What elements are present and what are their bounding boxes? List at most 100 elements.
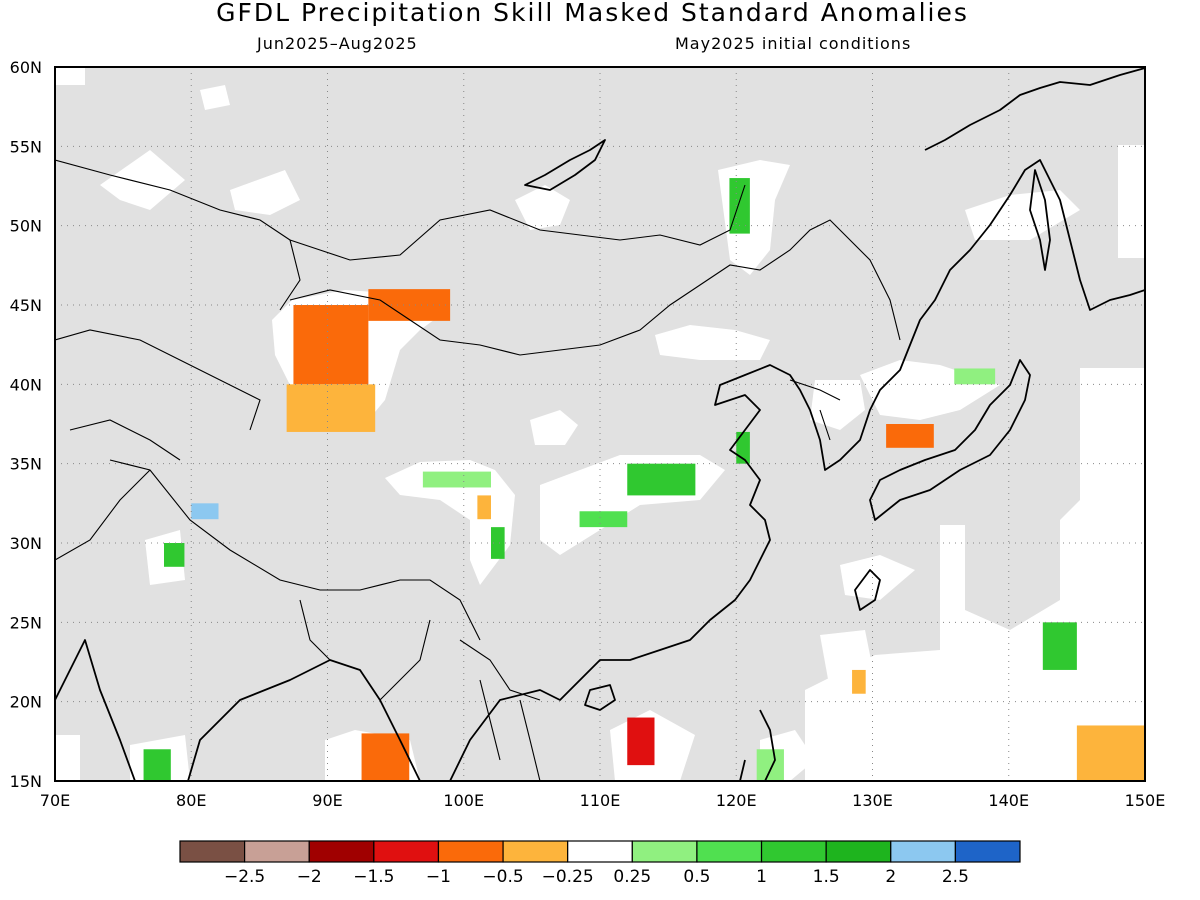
longitude-label: 150E xyxy=(1125,791,1166,810)
white-region xyxy=(200,85,230,110)
latitude-label: 45N xyxy=(10,296,42,315)
colorbar-swatch xyxy=(696,840,763,863)
white-region xyxy=(100,150,185,210)
white-region xyxy=(55,67,85,85)
white-region xyxy=(230,170,300,215)
colorbar-labels: −2.5 −2 −1.5 −1 −0.5 −0.25 0.25 0.5 1 1.5 2 2.5 xyxy=(224,867,969,887)
anomaly-cell xyxy=(756,749,784,781)
colorbar-label: −0.5 xyxy=(482,867,523,887)
colorbar-swatch xyxy=(567,840,633,863)
colorbar-swatch xyxy=(179,840,246,863)
coastline-luzon xyxy=(739,709,776,781)
anomaly-cell xyxy=(627,717,655,766)
initial-conditions: May2025 initial conditions xyxy=(675,34,912,53)
colorbar-label: 0.25 xyxy=(613,867,651,887)
anomaly-cell xyxy=(477,495,491,520)
anomaly-cell xyxy=(143,749,171,781)
latitude-label: 15N xyxy=(10,772,42,791)
forecast-period: Jun2025–Aug2025 xyxy=(257,34,418,53)
border-india xyxy=(55,469,431,701)
latitude-tick-labels: 15N 20N 25N 30N 35N 40N 45N 50N 55N 60N xyxy=(10,58,42,791)
anomaly-cell xyxy=(627,463,696,496)
colorbar xyxy=(179,840,1021,863)
latitude-label: 20N xyxy=(10,693,42,712)
border-central-asia xyxy=(55,329,261,461)
colorbar-label: −2 xyxy=(297,867,322,887)
colorbar-label: −0.25 xyxy=(542,867,594,887)
anomaly-cell xyxy=(361,733,410,781)
map-frame xyxy=(54,66,1146,782)
anomaly-cell xyxy=(422,471,491,488)
longitude-label: 120E xyxy=(716,791,757,810)
coastline-baikal xyxy=(524,139,606,191)
colorbar-swatch xyxy=(760,840,827,863)
longitude-label: 110E xyxy=(580,791,621,810)
longitude-label: 70E xyxy=(40,791,70,810)
white-region xyxy=(805,368,1145,781)
colorbar-label: −2.5 xyxy=(224,867,265,887)
colorbar-swatch xyxy=(244,840,310,863)
white-region xyxy=(515,185,570,230)
white-region xyxy=(530,410,578,445)
border-himalaya xyxy=(109,459,481,641)
anomaly-cell xyxy=(1042,622,1077,670)
border-russia-mongolia xyxy=(289,184,746,261)
white-region xyxy=(55,735,80,781)
anomaly-cell xyxy=(729,178,750,234)
coastline-north xyxy=(924,67,1145,151)
latitude-label: 55N xyxy=(10,137,42,156)
colorbar-swatch xyxy=(954,840,1021,863)
latitude-label: 50N xyxy=(10,217,42,236)
anomaly-cell xyxy=(491,527,505,559)
latitude-label: 25N xyxy=(10,613,42,632)
border-indochina xyxy=(459,639,541,781)
anomaly-cell xyxy=(852,669,866,694)
white-region xyxy=(655,325,770,360)
white-region xyxy=(1118,145,1145,258)
border-korea xyxy=(789,379,841,441)
longitude-label: 80E xyxy=(176,791,206,810)
latitude-label: 40N xyxy=(10,375,42,394)
colorbar-label: 1 xyxy=(756,867,767,887)
anomaly-cell xyxy=(164,543,185,567)
white-region xyxy=(810,380,865,430)
coastline-japan xyxy=(869,359,1031,521)
border-kazakhstan xyxy=(55,159,301,311)
longitude-label: 130E xyxy=(852,791,893,810)
white-region xyxy=(965,190,1080,240)
map-plot-area xyxy=(55,67,1145,781)
colorbar-label: −1 xyxy=(426,867,451,887)
latitude-label: 30N xyxy=(10,534,42,553)
anomaly-cell xyxy=(954,368,996,385)
colorbar-swatch xyxy=(825,840,892,863)
anomaly-cell xyxy=(579,511,628,528)
latitude-label: 60N xyxy=(10,58,42,77)
white-region xyxy=(385,460,515,585)
longitude-label: 100E xyxy=(443,791,484,810)
anomaly-cell xyxy=(286,384,376,432)
anomaly-cell xyxy=(886,424,934,448)
colorbar-swatch xyxy=(502,840,569,863)
colorbar-swatch xyxy=(890,840,956,863)
chart-title: GFDL Precipitation Skill Masked Standard… xyxy=(216,0,969,27)
anomaly-cells xyxy=(143,178,1145,781)
colorbar-swatch xyxy=(631,840,698,863)
coastline-sakhalin xyxy=(1029,169,1051,271)
colorbar-swatch xyxy=(308,840,375,863)
longitude-label: 90E xyxy=(312,791,342,810)
colorbar-swatch xyxy=(437,840,504,863)
colorbar-swatch xyxy=(373,840,440,863)
country-borders xyxy=(55,159,901,781)
colorbar-label: 2.5 xyxy=(942,867,969,887)
latitude-label: 35N xyxy=(10,455,42,474)
colorbar-label: 0.5 xyxy=(683,867,710,887)
anomaly-cell xyxy=(191,503,219,520)
colorbar-label: 1.5 xyxy=(813,867,840,887)
coastline-hainan xyxy=(584,684,616,711)
colorbar-label: 2 xyxy=(885,867,896,887)
longitude-tick-labels: 70E 80E 90E 100E 110E 120E 130E 140E 150E xyxy=(40,791,1166,810)
anomaly-cell xyxy=(293,305,369,385)
longitude-label: 140E xyxy=(988,791,1029,810)
border-china-mongolia xyxy=(289,219,901,356)
anomaly-cell xyxy=(1076,725,1145,781)
